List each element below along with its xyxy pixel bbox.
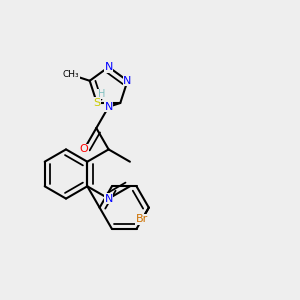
Text: O: O (80, 144, 88, 154)
Text: Br: Br (136, 214, 148, 224)
Text: CH₃: CH₃ (63, 70, 79, 79)
Text: N: N (104, 102, 113, 112)
Text: N: N (104, 194, 113, 204)
Text: N: N (104, 62, 113, 72)
Text: N: N (123, 76, 132, 86)
Text: H: H (98, 89, 105, 99)
Text: S: S (93, 98, 100, 108)
